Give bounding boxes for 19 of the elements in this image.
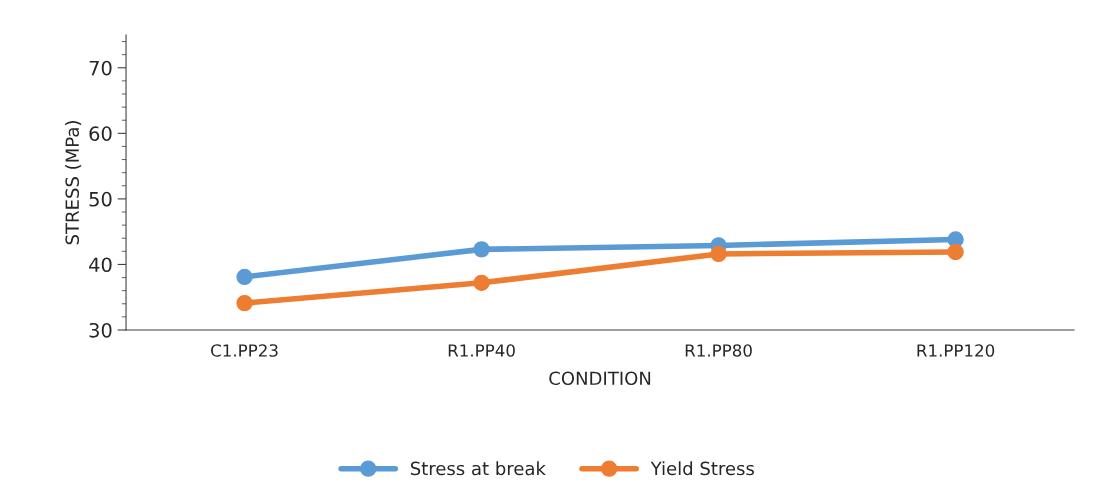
x-tick-label: R1.PP120 bbox=[917, 344, 995, 357]
point bbox=[710, 245, 727, 263]
y-tick-label: 30 bbox=[89, 322, 112, 338]
x-tick-label: R1.PP80 bbox=[685, 344, 752, 357]
y-tick-label: 70 bbox=[89, 60, 112, 76]
y-tick-label: 40 bbox=[89, 257, 112, 273]
legend-label: Yield Stress bbox=[650, 461, 754, 476]
y-tick-label: 60 bbox=[89, 126, 112, 141]
x-axis-title: CONDITION bbox=[549, 371, 651, 386]
legend-label: Stress at break bbox=[410, 461, 546, 476]
x-tick-label: C1.PP23 bbox=[211, 344, 278, 357]
point bbox=[473, 274, 490, 291]
y-tick-label: 50 bbox=[89, 191, 112, 207]
point bbox=[236, 268, 253, 286]
y-axis-title: STRESS (MPa) bbox=[65, 121, 82, 245]
point bbox=[947, 243, 964, 261]
x-tick-label: R1.PP40 bbox=[448, 344, 515, 357]
point bbox=[236, 294, 253, 312]
point bbox=[473, 241, 490, 258]
